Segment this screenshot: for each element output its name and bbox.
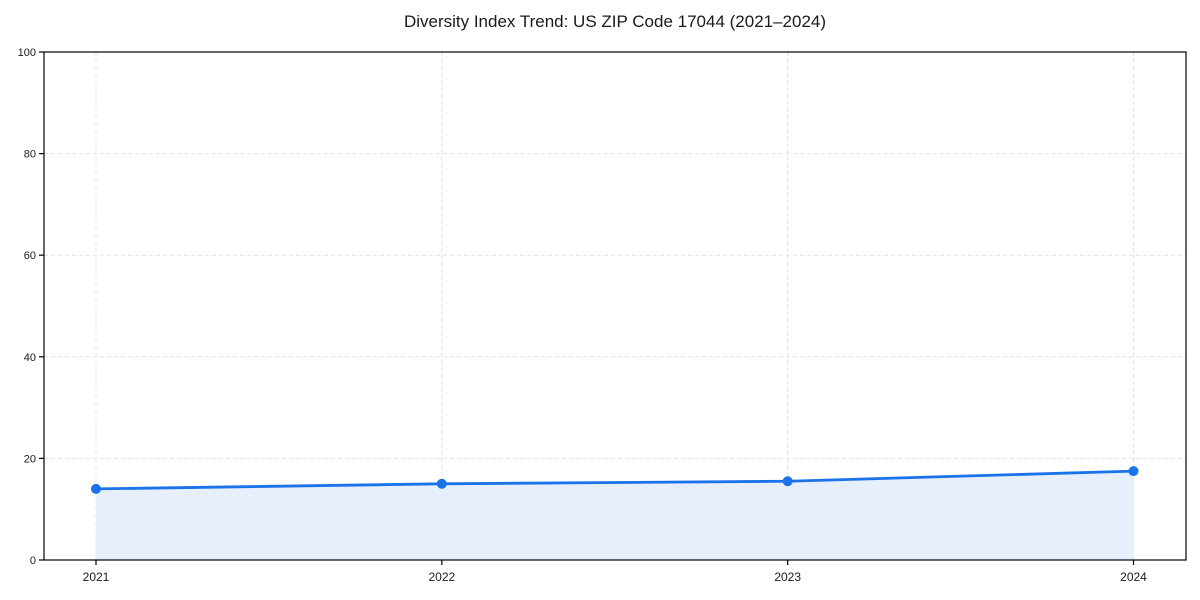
y-tick-label: 100 — [18, 47, 36, 59]
x-tick-label: 2021 — [83, 570, 110, 584]
data-point-2022 — [436, 478, 447, 489]
x-tick-label: 2024 — [1120, 570, 1147, 584]
y-tick-label: 40 — [24, 352, 36, 364]
y-tick-label: 20 — [24, 453, 36, 465]
plot-border — [43, 51, 1187, 561]
trend-line — [94, 469, 1135, 491]
chart-title: Diversity Index Trend: US ZIP Code 17044… — [403, 12, 827, 31]
area-fill — [96, 471, 1134, 560]
data-point-2021 — [91, 483, 101, 494]
y-tick-label: 0 — [30, 555, 36, 567]
data-point-2024 — [1128, 466, 1139, 477]
x-tick-label: 2023 — [774, 570, 801, 584]
y-tick-label: 80 — [24, 149, 36, 161]
y-tick-label: 60 — [24, 250, 36, 262]
x-tick-label: 2022 — [428, 570, 455, 584]
data-point-2023 — [782, 476, 793, 487]
